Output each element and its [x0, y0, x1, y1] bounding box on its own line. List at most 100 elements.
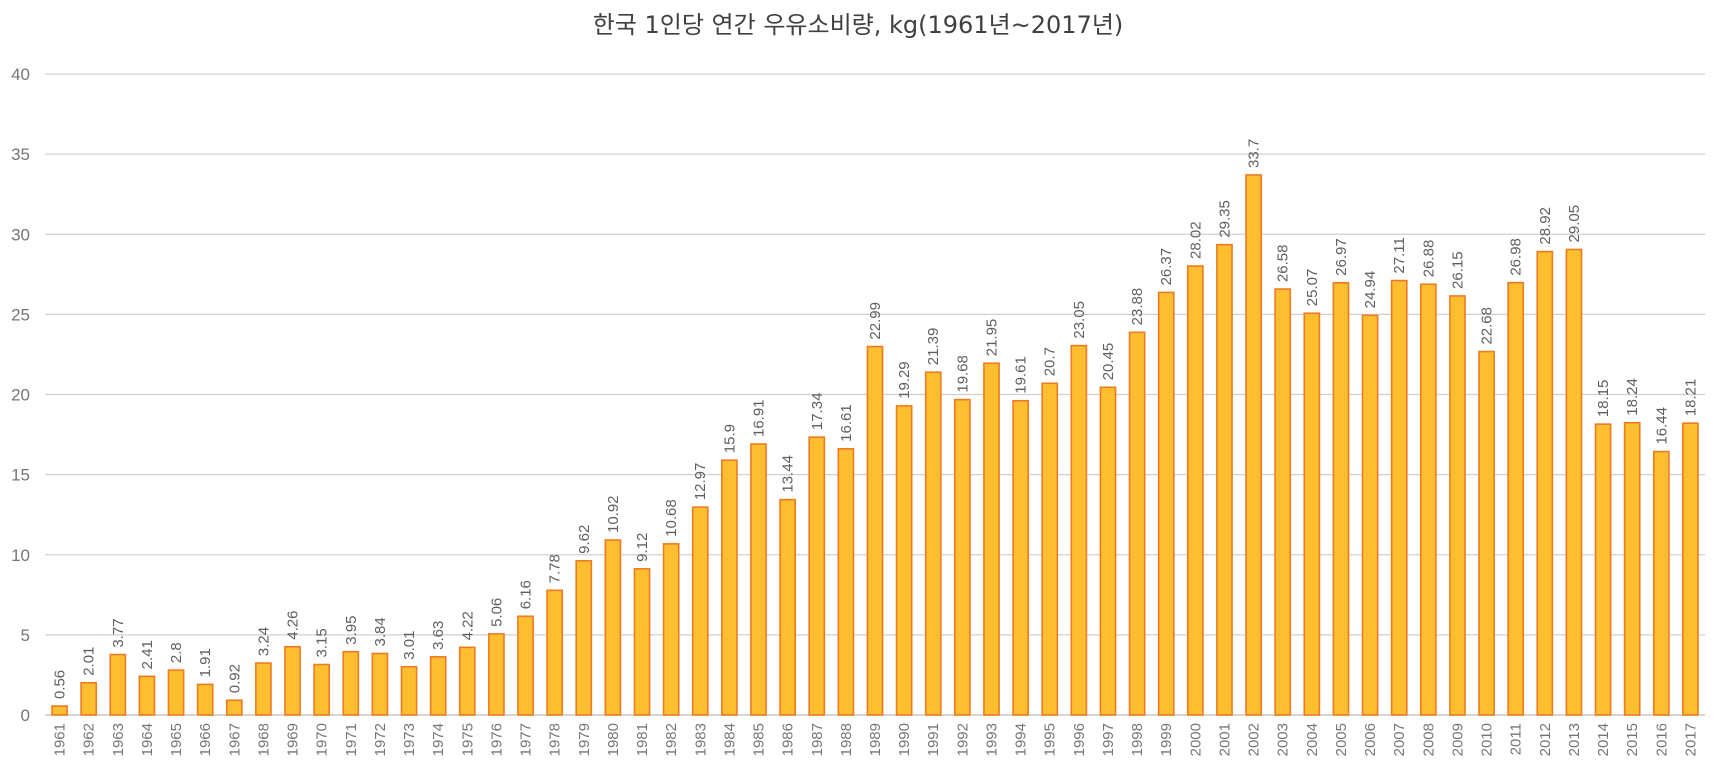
y-tick-label: 35	[11, 145, 30, 164]
x-tick-label-2010: 2010	[1479, 723, 1496, 756]
bar-1974	[429, 656, 447, 716]
data-label-1962: 2.01	[81, 647, 98, 676]
data-label-2007: 27.11	[1391, 237, 1408, 273]
y-tick-label: 30	[11, 225, 30, 244]
x-tick-label-2002: 2002	[1246, 723, 1263, 756]
x-tick-label-1993: 1993	[983, 723, 1000, 756]
x-tick-label-2008: 2008	[1420, 723, 1437, 756]
data-label-2009: 26.15	[1449, 251, 1466, 289]
bar-2006	[1361, 314, 1379, 716]
data-label-1970: 3.15	[314, 628, 331, 657]
bar-1982	[662, 543, 680, 716]
x-tick-label-2011: 2011	[1508, 723, 1525, 755]
data-label-2000: 28.02	[1187, 221, 1204, 259]
x-tick-label-1996: 1996	[1071, 723, 1088, 756]
x-tick-label-1969: 1969	[285, 723, 302, 756]
data-label-1997: 20.45	[1100, 343, 1117, 381]
bar-1977	[517, 615, 534, 716]
bar-2015	[1623, 421, 1641, 716]
data-label-2017: 18.21	[1682, 379, 1699, 417]
data-label-1999: 26.37	[1158, 248, 1175, 286]
y-tick-label: 25	[11, 305, 30, 324]
data-label-1982: 10.68	[663, 499, 680, 537]
bar-2010	[1478, 350, 1495, 716]
x-axis-ticks: 1961 1962 1963 1964 1965 1966 1967 1968 1969 1970…	[52, 723, 1700, 756]
data-label-2001: 29.35	[1216, 200, 1233, 238]
bar-2000	[1186, 265, 1204, 716]
bar-2009	[1449, 295, 1466, 716]
x-tick-label-1974: 1974	[430, 723, 447, 756]
x-tick-label-1966: 1966	[197, 723, 214, 756]
data-label-2004: 25.07	[1304, 269, 1321, 307]
x-tick-label-1989: 1989	[867, 723, 884, 756]
x-tick-label-1964: 1964	[139, 723, 156, 756]
data-label-1998: 23.88	[1129, 288, 1146, 326]
bar-1973	[400, 665, 418, 716]
bar-2005	[1332, 282, 1350, 716]
bar-1971	[342, 650, 360, 716]
bar-1986	[779, 498, 797, 716]
data-label-1978: 7.78	[547, 554, 564, 583]
bar-1963	[109, 653, 127, 716]
x-tick-label-2001: 2001	[1216, 723, 1233, 756]
x-tick-label-1978: 1978	[547, 723, 564, 756]
bar-1967	[225, 699, 243, 716]
data-label-2008: 26.88	[1420, 240, 1437, 278]
data-label-1969: 4.26	[285, 611, 302, 640]
x-tick-label-1987: 1987	[809, 723, 826, 756]
data-label-1964: 2.41	[139, 640, 156, 669]
data-label-1995: 20.7	[1042, 347, 1059, 376]
x-tick-label-2017: 2017	[1682, 723, 1699, 756]
y-tick-label: 0	[21, 706, 30, 725]
bar-1972	[371, 652, 389, 716]
bar-1970	[313, 663, 331, 716]
x-tick-label-1980: 1980	[605, 723, 622, 756]
data-label-1974: 3.63	[430, 621, 447, 650]
x-tick-label-1994: 1994	[1013, 723, 1030, 756]
bar-2016	[1652, 450, 1670, 716]
bar-1989	[866, 345, 884, 716]
x-tick-label-1985: 1985	[751, 723, 768, 756]
data-label-1965: 2.8	[168, 642, 185, 663]
bar-2011	[1507, 281, 1525, 716]
data-label-1986: 13.44	[780, 455, 797, 493]
x-tick-label-1970: 1970	[314, 723, 331, 756]
x-tick-label-1995: 1995	[1042, 723, 1059, 756]
data-label-2013: 29.05	[1566, 205, 1583, 243]
x-tick-label-1968: 1968	[255, 723, 272, 756]
bar-1981	[633, 568, 651, 716]
bars	[51, 174, 1699, 716]
data-label-2003: 26.58	[1275, 245, 1292, 283]
data-label-1984: 15.9	[721, 424, 738, 453]
bar-1995	[1041, 382, 1059, 716]
x-tick-label-2015: 2015	[1624, 723, 1641, 756]
x-tick-label-1988: 1988	[838, 723, 855, 756]
x-tick-label-1975: 1975	[459, 723, 476, 756]
x-tick-label-2012: 2012	[1537, 723, 1554, 756]
x-tick-label-1981: 1981	[634, 723, 651, 756]
x-tick-label-1986: 1986	[780, 723, 797, 756]
x-tick-label-2006: 2006	[1362, 723, 1379, 756]
bar-2012	[1536, 250, 1554, 716]
data-label-2005: 26.97	[1333, 238, 1350, 276]
bar-2017	[1682, 422, 1699, 716]
bar-1987	[808, 436, 826, 716]
data-label-1985: 16.91	[751, 399, 768, 437]
bar-2008	[1419, 283, 1437, 716]
data-label-1988: 16.61	[838, 404, 855, 442]
x-tick-label-2005: 2005	[1333, 723, 1350, 756]
x-tick-label-2016: 2016	[1653, 723, 1670, 756]
x-tick-label-1998: 1998	[1129, 723, 1146, 756]
y-axis-ticks: 0 5 10 15 20 25 30 35 40	[11, 65, 30, 725]
data-label-1967: 0.92	[226, 664, 243, 693]
x-tick-label-1984: 1984	[721, 723, 738, 756]
data-label-2014: 18.15	[1595, 380, 1612, 418]
bar-1999	[1157, 291, 1175, 716]
data-label-1989: 22.99	[867, 302, 884, 340]
data-label-1975: 4.22	[459, 611, 476, 640]
x-tick-label-2004: 2004	[1304, 723, 1321, 756]
y-tick-label: 20	[11, 386, 30, 405]
x-tick-label-1979: 1979	[576, 723, 593, 756]
x-tick-label-1992: 1992	[954, 723, 971, 756]
